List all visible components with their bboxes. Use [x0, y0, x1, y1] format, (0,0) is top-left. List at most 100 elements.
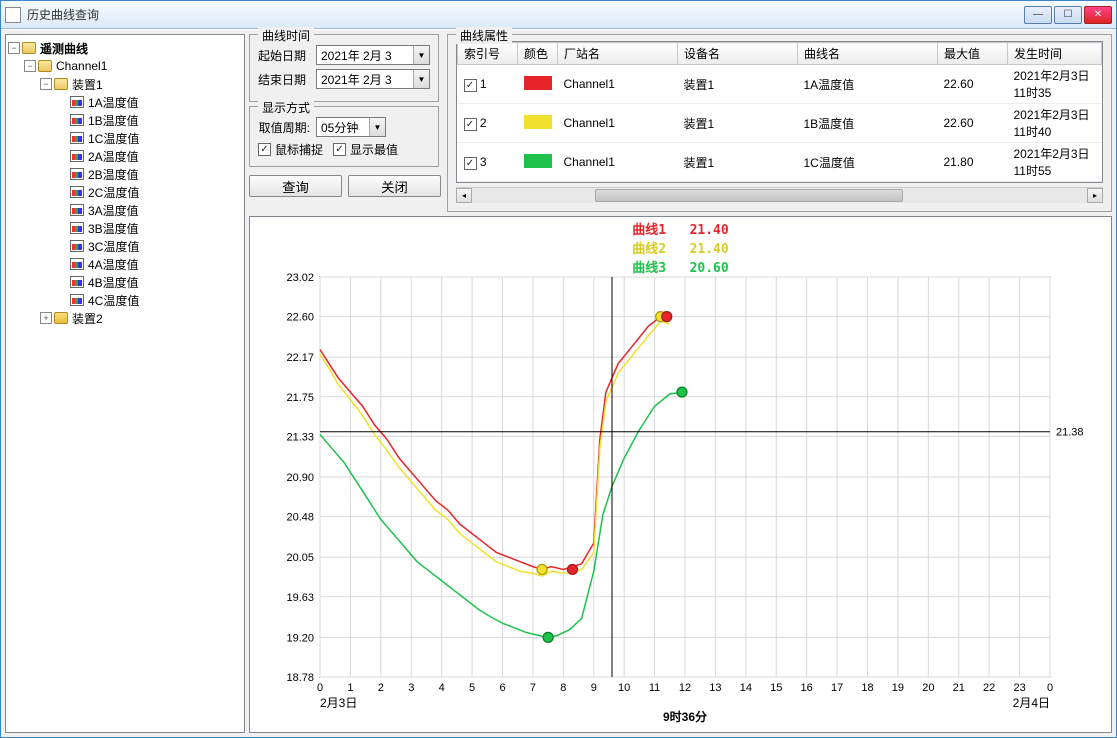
column-header[interactable]: 最大值 [938, 43, 1008, 65]
start-date-picker[interactable]: 2021年 2月 3▼ [316, 45, 430, 65]
chart-icon [70, 168, 84, 180]
scroll-right-button[interactable]: ▸ [1087, 188, 1103, 203]
svg-text:17: 17 [831, 682, 843, 694]
chevron-down-icon[interactable]: ▼ [413, 70, 429, 88]
expander-icon[interactable]: − [24, 60, 36, 72]
tree-item-label[interactable]: 3B温度值 [88, 220, 139, 237]
tree-item-label[interactable]: 4A温度值 [88, 256, 139, 273]
table-row[interactable]: ✓ 1Channel1装置11A温度值22.602021年2月3日11时35 [458, 65, 1102, 104]
column-header[interactable]: 发生时间 [1008, 43, 1102, 65]
tree-device-label[interactable]: 装置2 [72, 310, 103, 327]
group-legend: 显示方式 [258, 99, 314, 116]
tree-item-label[interactable]: 3A温度值 [88, 202, 139, 219]
display-group: 显示方式 取值周期: 05分钟▼ ✓鼠标捕捉 ✓显示最值 [249, 106, 439, 167]
close-button[interactable]: ✕ [1084, 6, 1112, 24]
svg-text:11: 11 [649, 682, 660, 694]
svg-text:7: 7 [530, 682, 536, 694]
maximize-button[interactable]: ☐ [1054, 6, 1082, 24]
tree-item-label[interactable]: 2B温度值 [88, 166, 139, 183]
chart-icon [70, 204, 84, 216]
svg-text:0: 0 [317, 682, 323, 694]
tree-panel: −遥测曲线 −Channel1 −装置1 1A温度值1B温度值1C温度值2A温度… [5, 34, 245, 733]
chart-icon [70, 294, 84, 306]
column-header[interactable]: 索引号 [458, 43, 518, 65]
tree-item-label[interactable]: 1A温度值 [88, 94, 139, 111]
curve-time-group: 曲线时间 起始日期 2021年 2月 3▼ 结束日期 2021年 2月 3▼ [249, 34, 439, 102]
chart-icon [70, 240, 84, 252]
end-date-label: 结束日期 [258, 71, 310, 88]
svg-text:1: 1 [347, 682, 353, 694]
tree-item-label[interactable]: 4C温度值 [88, 292, 139, 309]
tree-root-label: 遥测曲线 [40, 40, 88, 57]
folder-icon [22, 42, 36, 54]
svg-text:23: 23 [1013, 682, 1025, 694]
svg-text:18.78: 18.78 [286, 672, 314, 684]
column-header[interactable]: 颜色 [518, 43, 558, 65]
chart-icon [70, 114, 84, 126]
tree-item-label[interactable]: 2A温度值 [88, 148, 139, 165]
tree-item-label[interactable]: 1B温度值 [88, 112, 139, 129]
svg-text:21: 21 [953, 682, 965, 694]
svg-text:6: 6 [499, 682, 505, 694]
show-max-checkbox[interactable]: ✓显示最值 [333, 141, 398, 158]
color-swatch [524, 115, 552, 129]
folder-icon [54, 78, 68, 90]
period-select[interactable]: 05分钟▼ [316, 117, 386, 137]
titlebar[interactable]: 历史曲线查询 — ☐ ✕ [1, 1, 1116, 29]
legend-item: 曲线1 21.40 [632, 219, 728, 238]
treeview[interactable]: −遥测曲线 −Channel1 −装置1 1A温度值1B温度值1C温度值2A温度… [8, 39, 242, 327]
svg-text:20.05: 20.05 [286, 552, 314, 564]
group-legend: 曲线时间 [258, 27, 314, 44]
tree-item-label[interactable]: 1C温度值 [88, 130, 139, 147]
tree-item-label[interactable]: 4B温度值 [88, 274, 139, 291]
attrs-grid[interactable]: 索引号颜色厂站名设备名曲线名最大值发生时间 ✓ 1Channel1装置11A温度… [456, 41, 1103, 183]
tree-channel-label[interactable]: Channel1 [56, 59, 107, 73]
checkbox-icon: ✓ [333, 143, 346, 156]
curve-attrs-group: 曲线属性 索引号颜色厂站名设备名曲线名最大值发生时间 ✓ 1Channel1装置… [447, 34, 1112, 212]
svg-text:13: 13 [709, 682, 721, 694]
chart-icon [70, 258, 84, 270]
expander-icon[interactable]: − [40, 78, 52, 90]
row-checkbox[interactable]: ✓ [464, 157, 477, 170]
column-header[interactable]: 设备名 [678, 43, 798, 65]
color-swatch [524, 76, 552, 90]
table-row[interactable]: ✓ 2Channel1装置11B温度值22.602021年2月3日11时40 [458, 104, 1102, 143]
row-checkbox[interactable]: ✓ [464, 118, 477, 131]
group-legend: 曲线属性 [456, 27, 512, 44]
expander-icon[interactable]: + [40, 312, 52, 324]
column-header[interactable]: 曲线名 [798, 43, 938, 65]
scroll-thumb[interactable] [595, 189, 903, 202]
app-icon [5, 7, 21, 23]
tree-device-label[interactable]: 装置1 [72, 76, 103, 93]
close-panel-button[interactable]: 关闭 [348, 175, 441, 197]
color-swatch [524, 154, 552, 168]
svg-text:14: 14 [740, 682, 752, 694]
h-scrollbar[interactable]: ◂ ▸ [456, 187, 1103, 203]
chevron-down-icon[interactable]: ▼ [413, 46, 429, 64]
expander-icon[interactable]: − [8, 42, 20, 54]
tree-item-label[interactable]: 3C温度值 [88, 238, 139, 255]
svg-text:22.60: 22.60 [286, 312, 314, 324]
chart-icon [70, 222, 84, 234]
table-row[interactable]: ✓ 3Channel1装置11C温度值21.802021年2月3日11时55 [458, 143, 1102, 182]
svg-text:2月3日: 2月3日 [320, 696, 357, 710]
mouse-capture-checkbox[interactable]: ✓鼠标捕捉 [258, 141, 323, 158]
checkbox-icon: ✓ [258, 143, 271, 156]
scroll-left-button[interactable]: ◂ [456, 188, 472, 203]
svg-text:9: 9 [591, 682, 597, 694]
query-button[interactable]: 查询 [249, 175, 342, 197]
chart-area[interactable]: 曲线1 21.40 曲线2 21.40 曲线3 20.60 18.7819.20… [249, 216, 1112, 733]
svg-text:10: 10 [618, 682, 630, 694]
svg-text:2月4日: 2月4日 [1013, 696, 1050, 710]
chart-icon [70, 186, 84, 198]
legend-item: 曲线2 21.40 [632, 238, 728, 257]
chart-icon [70, 96, 84, 108]
tree-item-label[interactable]: 2C温度值 [88, 184, 139, 201]
minimize-button[interactable]: — [1024, 6, 1052, 24]
app-window: 历史曲线查询 — ☐ ✕ −遥测曲线 −Channel1 [0, 0, 1117, 738]
column-header[interactable]: 厂站名 [558, 43, 678, 65]
chevron-down-icon[interactable]: ▼ [369, 118, 385, 136]
end-date-picker[interactable]: 2021年 2月 3▼ [316, 69, 430, 89]
row-checkbox[interactable]: ✓ [464, 79, 477, 92]
svg-text:8: 8 [560, 682, 566, 694]
